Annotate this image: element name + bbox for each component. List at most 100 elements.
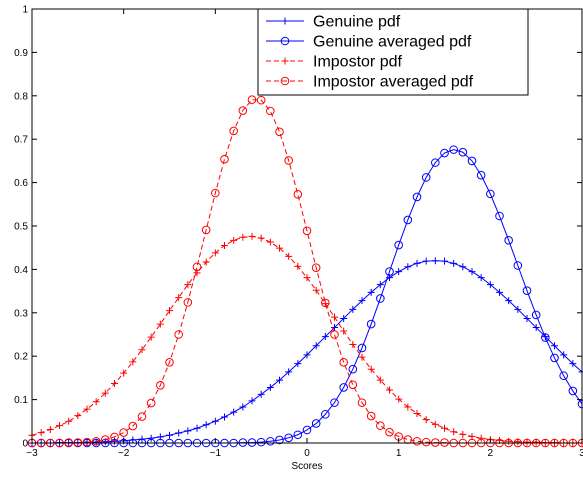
data-point-marker xyxy=(266,106,275,116)
data-point-marker xyxy=(193,424,201,432)
data-point-marker xyxy=(560,351,568,359)
data-point-marker xyxy=(184,427,192,435)
data-point-marker xyxy=(321,333,329,341)
data-point-marker xyxy=(311,419,321,428)
data-point-marker xyxy=(395,395,403,403)
data-point-marker xyxy=(366,319,376,329)
data-point-marker xyxy=(247,95,257,105)
data-point-marker xyxy=(91,436,101,446)
data-point-marker xyxy=(458,147,468,157)
y-tick-label: 0.7 xyxy=(14,135,28,146)
data-point-marker xyxy=(276,376,283,384)
data-point-marker xyxy=(441,424,448,432)
x-tick-label: 2 xyxy=(488,448,494,459)
data-point-marker xyxy=(450,259,458,267)
data-point-marker xyxy=(275,127,284,137)
data-point-marker xyxy=(211,188,220,198)
data-point-marker xyxy=(293,430,303,440)
data-point-marker xyxy=(321,410,330,419)
data-point-marker xyxy=(46,426,54,434)
data-point-marker xyxy=(532,324,540,332)
data-point-marker xyxy=(413,259,421,267)
data-point-marker xyxy=(111,380,118,388)
data-point-marker xyxy=(147,333,155,341)
data-point-marker xyxy=(367,365,375,373)
data-point-marker xyxy=(412,436,422,446)
data-point-marker xyxy=(505,297,513,305)
data-point-marker xyxy=(138,346,146,354)
data-point-marker xyxy=(266,238,274,246)
data-point-marker xyxy=(357,343,367,353)
data-point-marker xyxy=(82,437,92,447)
legend: Genuine pdf Genuine averaged pdf Impostor … xyxy=(257,8,529,96)
data-point-marker xyxy=(293,190,303,199)
data-point-marker xyxy=(56,422,63,430)
data-point-marker xyxy=(422,257,430,265)
data-point-marker xyxy=(321,300,329,308)
data-point-marker xyxy=(459,430,467,438)
legend-marker-swatch xyxy=(280,36,290,46)
data-point-marker xyxy=(294,262,302,270)
data-point-marker xyxy=(404,263,412,271)
data-point-marker xyxy=(311,263,321,272)
data-point-marker xyxy=(321,298,330,308)
data-point-marker xyxy=(330,398,339,407)
data-point-marker xyxy=(312,342,320,350)
data-point-marker xyxy=(459,263,467,271)
data-point-marker xyxy=(92,438,100,446)
data-point-marker xyxy=(302,425,312,435)
data-point-marker xyxy=(450,428,458,436)
data-point-marker xyxy=(476,170,486,180)
data-point-marker xyxy=(386,386,393,394)
data-point-marker xyxy=(477,274,485,282)
data-point-marker xyxy=(358,353,366,361)
data-point-marker xyxy=(201,225,211,235)
legend-label: Impostor averaged pdf xyxy=(313,74,474,91)
data-point-marker xyxy=(431,420,439,428)
data-point-marker xyxy=(331,313,338,321)
data-point-marker xyxy=(129,358,137,366)
data-point-marker xyxy=(174,330,183,339)
x-tick-label: −1 xyxy=(210,448,222,459)
data-point-marker xyxy=(413,409,421,417)
series-2 xyxy=(28,232,583,447)
data-point-marker xyxy=(467,156,477,166)
legend-label: Genuine pdf xyxy=(313,14,401,31)
data-point-marker xyxy=(559,371,568,381)
data-point-marker xyxy=(412,192,422,202)
series-line xyxy=(32,99,582,444)
y-tick-label: 0.6 xyxy=(14,178,28,189)
legend-item: Genuine averaged pdf xyxy=(266,34,472,51)
data-point-marker xyxy=(238,106,248,115)
data-point-marker xyxy=(431,158,440,167)
data-point-marker xyxy=(348,380,358,390)
data-point-marker xyxy=(514,305,522,313)
y-tick-label: 0.3 xyxy=(14,308,28,319)
data-point-marker xyxy=(568,386,578,396)
data-point-marker xyxy=(74,412,82,420)
data-point-marker xyxy=(504,236,513,245)
legend-label: Impostor pdf xyxy=(313,54,402,71)
data-point-marker xyxy=(358,297,366,305)
series-3 xyxy=(27,95,583,448)
data-point-marker xyxy=(239,233,247,241)
data-point-marker xyxy=(404,403,412,411)
data-point-marker xyxy=(523,438,531,446)
data-point-marker xyxy=(449,145,458,154)
x-axis-label: Scores xyxy=(291,461,322,472)
data-point-marker xyxy=(192,262,202,272)
legend-items: Genuine pdf Genuine averaged pdf Impostor … xyxy=(266,14,474,91)
data-point-marker xyxy=(266,436,275,446)
legend-marker-swatch xyxy=(281,17,289,25)
data-point-marker xyxy=(229,126,238,136)
data-point-marker xyxy=(202,421,210,429)
series-layer xyxy=(27,95,583,448)
y-tick-label: 0.4 xyxy=(14,265,28,276)
data-point-marker xyxy=(284,433,293,443)
data-point-marker xyxy=(92,398,100,406)
data-point-marker xyxy=(340,314,348,322)
data-point-marker xyxy=(183,298,193,307)
data-point-marker xyxy=(339,357,348,367)
data-point-marker xyxy=(285,252,293,260)
